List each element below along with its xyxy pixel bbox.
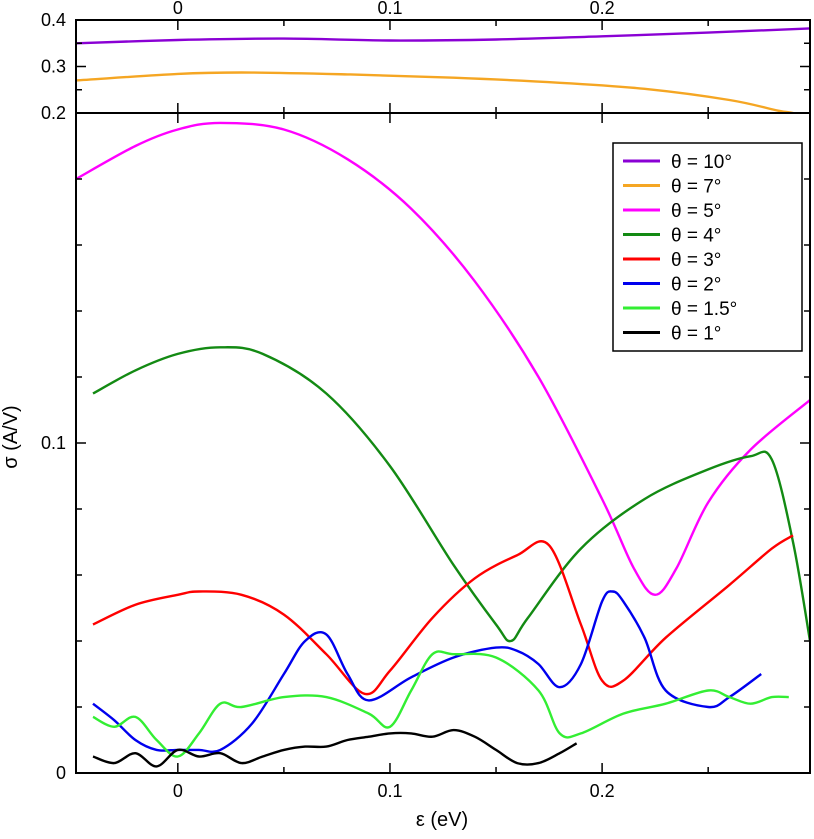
y-tick-label-top: 0.4 bbox=[41, 10, 66, 30]
x-tick-label-bottom: 0.2 bbox=[590, 781, 615, 801]
series-line-5 bbox=[76, 121, 810, 596]
y-tick-label-main: 0.1 bbox=[41, 433, 66, 453]
legend: θ = 10° θ = 7° θ = 5° θ = 4° θ = 3° θ = 2° θ =… bbox=[612, 142, 803, 352]
series-line-1 bbox=[92, 728, 578, 768]
axis-ticks: 0 0 0.1 0.1 0.2 0.2 0 0.1 0.2 0.3 0.4 bbox=[41, 0, 810, 801]
main-panel bbox=[76, 121, 810, 768]
legend-label-5: θ = 5° bbox=[671, 201, 721, 222]
y-tick-label-main: 0 bbox=[56, 763, 66, 783]
legend-label-2: θ = 2° bbox=[671, 275, 721, 296]
x-tick-label-top: 0 bbox=[173, 0, 183, 18]
legend-label-4: θ = 4° bbox=[671, 226, 721, 247]
y-tick-label-top: 0.2 bbox=[41, 103, 66, 123]
legend-label-1p5: θ = 1.5° bbox=[671, 299, 737, 320]
top-panel bbox=[76, 27, 810, 113]
x-tick-label-top: 0.1 bbox=[377, 0, 402, 18]
series-line-1p5 bbox=[92, 650, 789, 758]
panel-frames bbox=[75, 19, 811, 774]
legend-label-1: θ = 1° bbox=[671, 324, 721, 345]
legend-label-10: θ = 10° bbox=[671, 152, 732, 173]
legend-box bbox=[612, 142, 803, 352]
x-tick-label-bottom: 0.1 bbox=[377, 781, 402, 801]
y-tick-label-top: 0.3 bbox=[41, 57, 66, 77]
legend-label-7: θ = 7° bbox=[671, 177, 721, 198]
legend-label-3: θ = 3° bbox=[671, 250, 721, 271]
series-line-4 bbox=[92, 346, 810, 643]
series-line-3 bbox=[92, 534, 794, 696]
y-axis-label: σ (A/V) bbox=[0, 405, 22, 468]
series-line-7 bbox=[76, 71, 798, 113]
series-line-10 bbox=[76, 27, 810, 45]
series-line-2 bbox=[92, 590, 762, 754]
x-axis-label: ε (eV) bbox=[416, 809, 468, 831]
x-tick-label-top: 0.2 bbox=[590, 0, 615, 18]
x-tick-label-bottom: 0 bbox=[173, 781, 183, 801]
